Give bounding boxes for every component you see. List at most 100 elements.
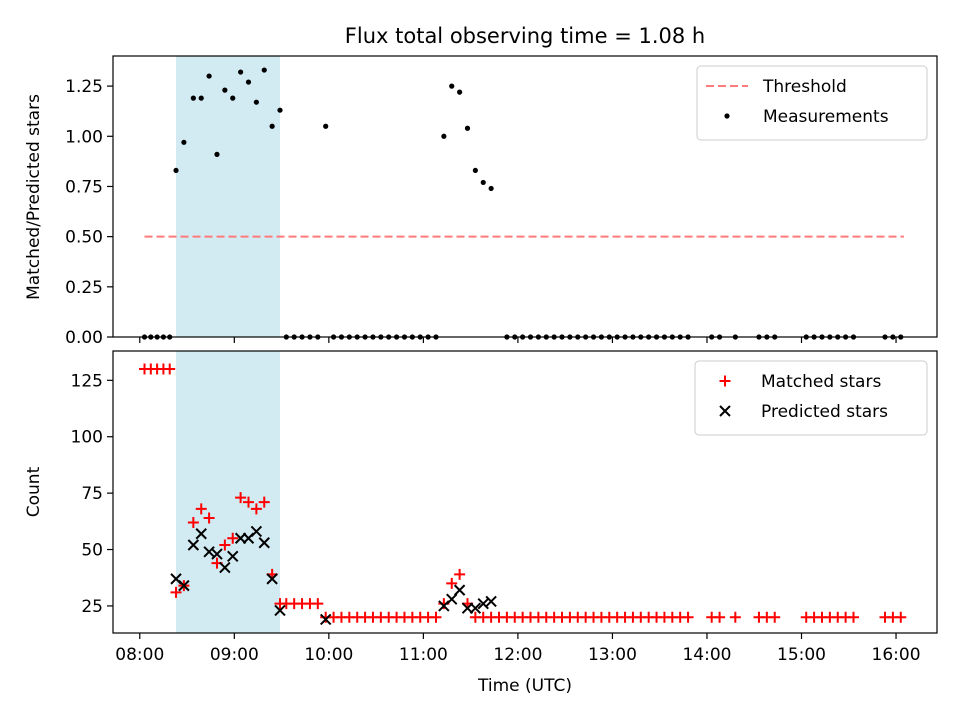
data-point bbox=[206, 73, 212, 79]
data-point bbox=[485, 595, 497, 608]
data-point bbox=[219, 539, 231, 551]
data-point bbox=[457, 89, 463, 95]
x-axis-label: Time (UTC) bbox=[477, 676, 572, 696]
x-tick-label: 14:00 bbox=[682, 645, 731, 665]
data-point bbox=[469, 602, 482, 614]
data-point bbox=[714, 611, 726, 623]
x-tick-label: 12:00 bbox=[493, 645, 542, 665]
data-point bbox=[477, 597, 489, 610]
data-point bbox=[269, 123, 275, 129]
y-axis-label-top: Matched/Predicted stars bbox=[24, 94, 44, 300]
data-point bbox=[181, 139, 187, 145]
x-tick-label: 11:00 bbox=[399, 645, 448, 665]
data-point bbox=[164, 363, 176, 375]
data-point bbox=[847, 611, 859, 623]
data-point bbox=[261, 67, 267, 73]
data-point bbox=[480, 179, 486, 186]
data-point bbox=[245, 79, 252, 85]
data-point bbox=[227, 532, 239, 544]
series-predicted-stars bbox=[170, 525, 497, 626]
data-point bbox=[190, 95, 196, 101]
series-matched-stars bbox=[139, 363, 907, 623]
y-tick-label: 0.00 bbox=[65, 328, 103, 348]
data-point bbox=[729, 611, 741, 623]
legend-label: Measurements bbox=[763, 107, 889, 127]
y-axis-label-bottom: Count bbox=[24, 466, 44, 517]
data-point bbox=[312, 598, 324, 610]
data-point bbox=[173, 167, 179, 174]
data-point bbox=[277, 107, 283, 113]
axes-frame bbox=[112, 55, 938, 338]
x-tick-label: 08:00 bbox=[115, 645, 164, 665]
y-tick-label: 0.25 bbox=[65, 278, 103, 298]
data-point bbox=[238, 69, 244, 75]
data-point bbox=[222, 87, 228, 93]
data-point bbox=[195, 528, 207, 540]
legend: Threshold Measurements bbox=[696, 65, 928, 141]
y-tick-label: 75 bbox=[81, 484, 103, 504]
data-point bbox=[453, 584, 466, 596]
data-point bbox=[250, 525, 263, 538]
y-tick-label: 25 bbox=[81, 597, 103, 617]
data-point bbox=[187, 539, 200, 551]
data-point bbox=[319, 613, 332, 626]
data-point bbox=[214, 151, 220, 157]
data-point bbox=[253, 99, 259, 105]
data-point bbox=[187, 516, 199, 528]
y-tick-label: 100 bbox=[71, 428, 103, 448]
y-tick-label: 1.00 bbox=[65, 127, 103, 147]
data-point bbox=[430, 611, 442, 623]
data-point bbox=[449, 83, 455, 89]
data-point bbox=[170, 586, 182, 598]
data-point bbox=[274, 604, 286, 617]
legend-label: Predicted stars bbox=[761, 402, 888, 422]
chart-title: Flux total observing time = 1.08 h bbox=[345, 24, 705, 48]
data-point bbox=[195, 503, 207, 515]
data-point bbox=[242, 496, 254, 508]
panel-2: 08:00 09:00 10:00 11:00 12:00 13:00 14:00 15:00… bbox=[71, 350, 938, 665]
data-point bbox=[219, 561, 231, 574]
y-tick-label: 0.75 bbox=[65, 177, 103, 197]
data-point bbox=[895, 611, 907, 623]
legend: Matched stars Predicted stars bbox=[694, 360, 928, 436]
data-point bbox=[266, 573, 278, 585]
y-tick-label: 0.50 bbox=[65, 228, 103, 248]
y-tick-label: 1.25 bbox=[65, 77, 103, 97]
data-point bbox=[323, 123, 329, 129]
axes-frame bbox=[112, 350, 938, 634]
legend-box bbox=[694, 360, 928, 436]
data-point bbox=[488, 185, 494, 192]
x-tick-label: 15:00 bbox=[777, 645, 826, 665]
data-point bbox=[464, 125, 471, 131]
legend-marker bbox=[719, 375, 731, 387]
x-tick-label: 10:00 bbox=[304, 645, 353, 665]
legend-label: Matched stars bbox=[761, 372, 881, 392]
observing-span bbox=[176, 351, 281, 633]
data-point bbox=[472, 167, 478, 174]
legend-marker bbox=[724, 113, 730, 119]
data-point bbox=[203, 546, 215, 558]
data-point bbox=[203, 512, 215, 524]
data-point bbox=[230, 95, 236, 101]
y-tick-label: 50 bbox=[81, 541, 103, 561]
data-point bbox=[441, 133, 447, 139]
observing-span bbox=[176, 56, 281, 337]
data-point bbox=[682, 611, 694, 623]
data-point bbox=[258, 537, 270, 549]
data-point bbox=[258, 496, 270, 508]
data-point bbox=[454, 568, 466, 580]
data-point bbox=[769, 611, 781, 623]
x-tick-label: 09:00 bbox=[210, 645, 259, 665]
legend-marker bbox=[719, 405, 731, 417]
x-tick-label: 16:00 bbox=[872, 645, 921, 665]
panel-1: 0.00 0.25 0.50 0.75 1.00 1.25 Threshold Measure… bbox=[65, 55, 938, 348]
data-point bbox=[250, 503, 262, 515]
legend-box bbox=[696, 65, 928, 141]
data-point bbox=[227, 550, 239, 563]
x-tick-label: 13:00 bbox=[588, 645, 637, 665]
data-point bbox=[446, 593, 458, 605]
data-point bbox=[446, 577, 458, 589]
y-tick-label: 125 bbox=[71, 371, 103, 391]
